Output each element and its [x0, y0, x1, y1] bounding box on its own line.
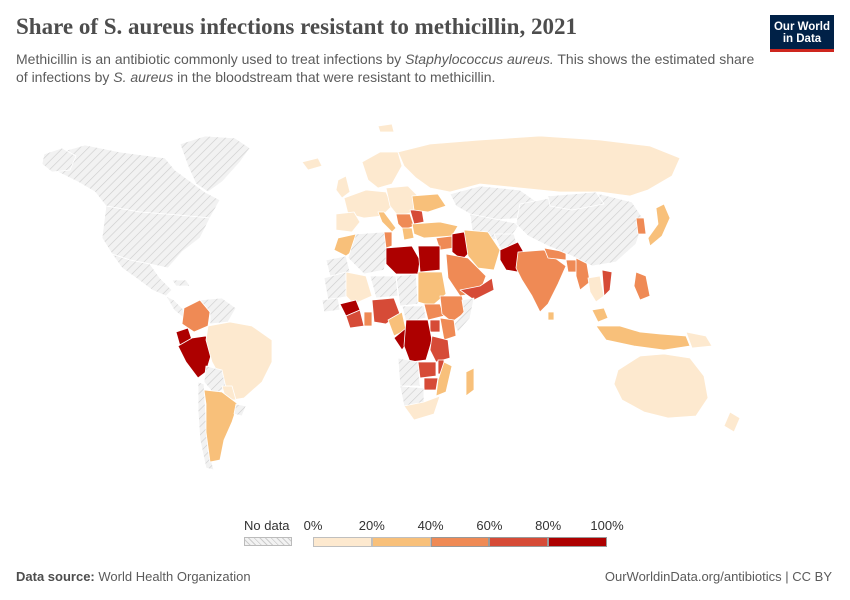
- chart-subtitle: Methicillin is an antibiotic commonly us…: [16, 50, 756, 86]
- region-korea[interactable]: [635, 217, 647, 235]
- data-source-value: World Health Organization: [98, 569, 251, 584]
- region-argentina[interactable]: [203, 389, 239, 463]
- region-scandinavia[interactable]: [361, 151, 403, 189]
- region-mexico[interactable]: [111, 253, 173, 297]
- logo-line-1: Our World: [773, 21, 830, 33]
- region-russia[interactable]: [397, 135, 681, 197]
- region-tunisia[interactable]: [383, 231, 393, 249]
- region-vietnam[interactable]: [601, 269, 613, 297]
- region-mali[interactable]: [345, 271, 373, 305]
- region-mozambique[interactable]: [435, 361, 453, 397]
- region-china[interactable]: [515, 193, 645, 267]
- legend-bin-4[interactable]: [489, 537, 549, 547]
- legend-tick-label: 20%: [358, 518, 385, 533]
- region-mongolia[interactable]: [547, 191, 605, 211]
- region-uruguay[interactable]: [233, 403, 247, 417]
- region-peru[interactable]: [177, 335, 213, 379]
- subtitle-em-2: S. aureus: [113, 69, 174, 85]
- legend-bin-5[interactable]: [548, 537, 607, 547]
- legend-tick-label: 60%: [476, 518, 503, 533]
- owid-logo[interactable]: Our World in Data: [770, 15, 834, 52]
- region-italy[interactable]: [377, 211, 397, 233]
- legend-no-data-label: No data: [244, 518, 290, 533]
- region-zambia[interactable]: [417, 361, 437, 379]
- region-philippines[interactable]: [633, 271, 651, 301]
- logo-line-2: in Data: [782, 33, 822, 45]
- region-niger[interactable]: [369, 275, 399, 299]
- chart-title: Share of S. aureus infections resistant …: [16, 14, 577, 39]
- region-south-africa[interactable]: [403, 395, 441, 421]
- region-somalia[interactable]: [453, 297, 475, 333]
- data-source: Data source: World Health Organization: [16, 569, 251, 584]
- region-indonesia[interactable]: [595, 325, 691, 351]
- legend-bin-1[interactable]: [313, 537, 372, 547]
- subtitle-text-2: This shows the estimated share of infect…: [16, 51, 755, 85]
- region-usa[interactable]: [101, 205, 211, 269]
- region-ukraine[interactable]: [411, 193, 447, 213]
- world-map: [41, 123, 741, 471]
- region-greece[interactable]: [401, 227, 415, 241]
- legend-tick-label: 40%: [417, 518, 444, 533]
- legend-no-data-swatch[interactable]: [244, 537, 292, 546]
- region-sri-lanka[interactable]: [547, 311, 555, 321]
- region-australia[interactable]: [613, 353, 709, 419]
- region-ghana[interactable]: [363, 311, 373, 327]
- region-egypt[interactable]: [417, 245, 441, 273]
- region-uk[interactable]: [335, 175, 351, 199]
- region-malaysia[interactable]: [591, 307, 609, 323]
- legend-bin-3[interactable]: [430, 537, 490, 547]
- region-iceland[interactable]: [301, 157, 323, 171]
- legend-tick-label: 0%: [303, 518, 323, 533]
- region-thailand[interactable]: [587, 275, 605, 303]
- region-western-sahara[interactable]: [325, 255, 351, 277]
- source-url[interactable]: OurWorldinData.org/antibiotics | CC BY: [604, 569, 832, 584]
- region-chad[interactable]: [395, 273, 419, 307]
- region-uganda[interactable]: [429, 319, 441, 333]
- countries-layer: [41, 123, 741, 471]
- region-madagascar[interactable]: [465, 367, 475, 397]
- region-turkey[interactable]: [411, 221, 459, 239]
- legend-bin-2[interactable]: [371, 537, 431, 547]
- region-bolivia[interactable]: [203, 365, 227, 395]
- region-cuba[interactable]: [171, 279, 191, 287]
- legend-tick-label: 100%: [590, 518, 624, 533]
- subtitle-text-3: in the bloodstream that were resistant t…: [173, 69, 496, 85]
- region-new-zealand[interactable]: [723, 411, 741, 433]
- region-kenya[interactable]: [439, 317, 457, 341]
- legend-tick-label: 80%: [535, 518, 562, 533]
- region-greenland[interactable]: [179, 135, 251, 193]
- region-tanzania[interactable]: [429, 335, 451, 363]
- region-japan[interactable]: [647, 203, 671, 247]
- region-iberia[interactable]: [335, 211, 361, 233]
- subtitle-em-1: Staphylococcus aureus.: [405, 51, 554, 67]
- legend: No data 0% 20% 40% 60% 80% 100%: [244, 518, 624, 554]
- region-angola[interactable]: [397, 357, 421, 387]
- region-dr-congo[interactable]: [403, 319, 433, 363]
- region-alaska[interactable]: [41, 147, 77, 173]
- subtitle-text-1: Methicillin is an antibiotic commonly us…: [16, 51, 406, 67]
- region-svalbard[interactable]: [377, 123, 395, 133]
- region-sudan[interactable]: [417, 271, 447, 307]
- region-ethiopia[interactable]: [439, 295, 467, 323]
- region-papua[interactable]: [685, 331, 713, 349]
- region-iran[interactable]: [463, 229, 501, 271]
- region-zimbabwe[interactable]: [423, 377, 439, 391]
- region-central-african-rep[interactable]: [401, 305, 427, 323]
- region-libya[interactable]: [385, 245, 421, 275]
- data-source-label: Data source:: [16, 569, 95, 584]
- region-senegal[interactable]: [321, 297, 341, 313]
